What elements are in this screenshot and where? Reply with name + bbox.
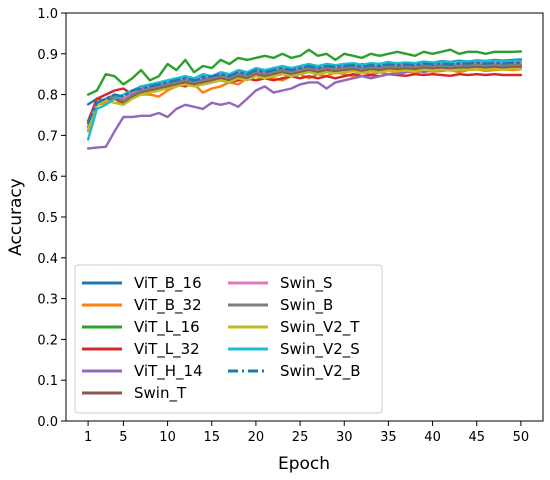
x-tick-label: 20 [248,430,265,445]
x-axis-label: Epoch [278,454,330,474]
x-tick-label: 1 [84,430,92,445]
x-tick-label: 50 [513,430,530,445]
series-line-swin-v2-t [86,67,523,131]
x-tick-label: 25 [292,430,309,445]
series-line-vit-l-16 [86,48,523,96]
x-tick-label: 5 [119,430,127,445]
legend-label: ViT_B_16 [134,274,202,293]
y-tick-label: 1.0 [37,7,58,22]
legend-label: ViT_L_16 [134,318,200,337]
y-tick-label: 0.3 [37,293,58,308]
y-axis: 0.0 0.1 0.2 0.3 0.4 0.5 0.6 0.7 0.8 0.9 1.0 [37,7,66,430]
x-axis: 1 5 10 15 20 25 30 35 40 45 50 [84,421,529,445]
legend-label: ViT_B_32 [134,296,202,315]
y-axis-label: Accuracy [6,178,26,256]
series-line-swin-v2-b [86,61,523,125]
x-tick-label: 15 [203,430,220,445]
y-tick-label: 0.4 [37,252,58,267]
series-layer [86,48,523,150]
legend-label: Swin_B [280,296,333,315]
y-tick-label: 0.2 [37,333,58,348]
legend-box [74,264,383,414]
series-line-swin-b [86,63,523,129]
legend-label: Swin_V2_T [280,318,360,337]
legend-label: Swin_S [280,274,333,293]
series-line-swin-t [86,65,523,129]
y-tick-label: 0.6 [37,170,58,185]
legend: ViT_B_16 ViT_B_32 ViT_L_16 ViT_L_32 ViT_H_14… [74,264,383,414]
x-tick-label: 40 [424,430,441,445]
y-tick-label: 0.0 [37,415,58,430]
legend-label: Swin_V2_B [280,362,361,381]
x-tick-label: 30 [336,430,353,445]
x-tick-label: 10 [159,430,176,445]
x-tick-label: 45 [468,430,485,445]
legend-label: Swin_T [134,384,187,403]
legend-label: Swin_V2_S [280,340,360,359]
x-tick-label: 35 [380,430,397,445]
legend-label: ViT_H_14 [134,362,203,381]
y-tick-label: 0.1 [37,374,58,389]
y-tick-label: 0.7 [37,129,58,144]
series-line-swin-v2-s [86,59,523,141]
y-tick-label: 0.8 [37,89,58,104]
legend-label: ViT_L_32 [134,340,200,359]
y-tick-label: 0.9 [37,48,58,63]
y-tick-label: 0.5 [37,211,58,226]
